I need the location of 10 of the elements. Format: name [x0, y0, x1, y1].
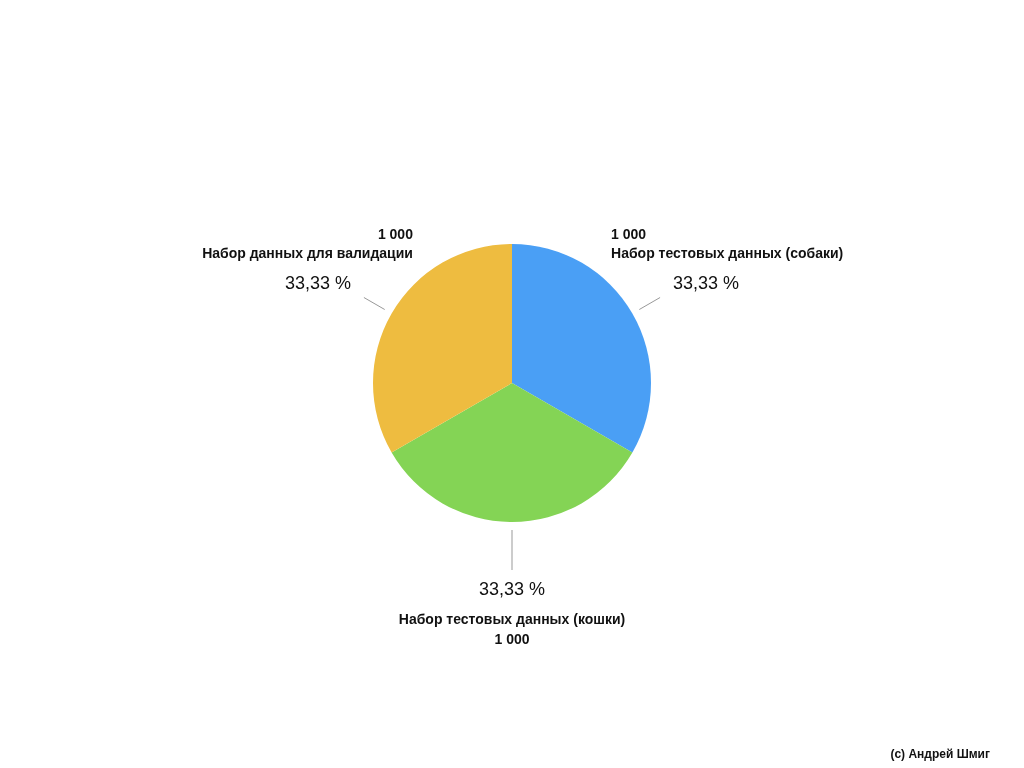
text: 33,33 % — [284, 273, 351, 294]
data-label: 1 000 — [611, 226, 647, 243]
text: 33,33 % — [478, 578, 546, 599]
text: 33,33 % — [673, 273, 740, 294]
data-label: 1 000 — [494, 630, 530, 647]
slice-label: Набор тестовых данных (кошки) — [398, 610, 626, 627]
slice-label: Набор тестовых данных (собаки) — [611, 245, 844, 262]
data-label: 1 000 — [377, 226, 414, 243]
slice-label: Набор данных для валидации — [202, 245, 413, 262]
text: (c) Андрей Шмиг — [890, 747, 990, 762]
